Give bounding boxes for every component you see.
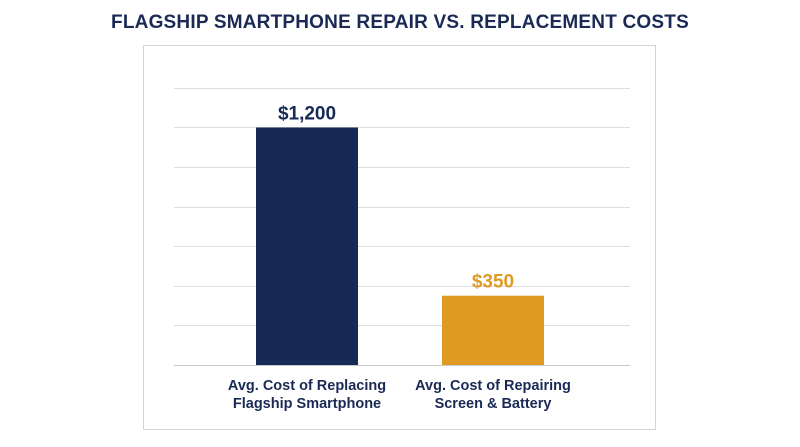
category-label-2: Avg. Cost of Repairing Screen & Battery (415, 378, 571, 412)
gridlines (174, 88, 630, 366)
category-label-1: Avg. Cost of Replacing Flagship Smartphon… (228, 378, 386, 412)
value-label-1: $1,200 (278, 103, 336, 124)
category-labels: Avg. Cost of Replacing Flagship Smartphon… (228, 378, 571, 412)
chart-panel: $1,200 $350 Avg. Cost of Replacing Flagshi… (143, 45, 656, 430)
bar-1 (256, 127, 358, 365)
bar-2 (442, 295, 544, 365)
category-label-line: Avg. Cost of Repairing (415, 378, 571, 394)
category-label-line: Flagship Smartphone (233, 396, 381, 412)
category-label-line: Screen & Battery (435, 396, 552, 412)
bars (256, 127, 544, 365)
value-labels: $1,200 $350 (278, 103, 514, 292)
chart-title: FLAGSHIP SMARTPHONE REPAIR VS. REPLACEME… (111, 12, 689, 33)
bar-chart: $1,200 $350 Avg. Cost of Replacing Flagshi… (174, 88, 630, 412)
category-label-line: Avg. Cost of Replacing (228, 378, 386, 394)
value-label-2: $350 (472, 272, 514, 293)
